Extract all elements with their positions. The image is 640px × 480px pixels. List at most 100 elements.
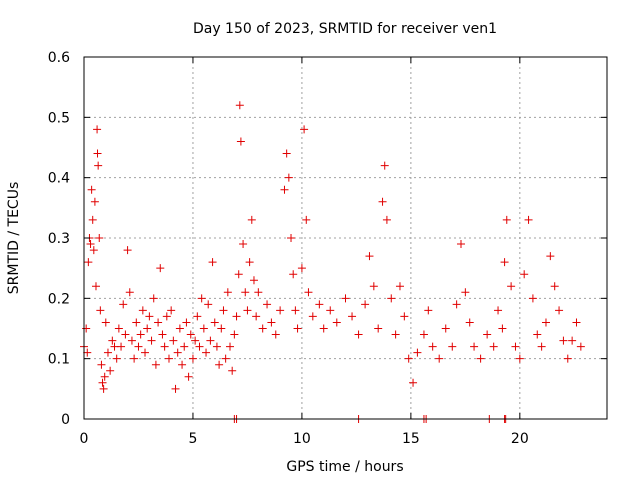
data-point: [221, 354, 230, 363]
data-point: [502, 215, 511, 224]
data-point: [263, 300, 272, 309]
data-point: [114, 324, 123, 333]
data-point: [409, 378, 418, 387]
y-tick-label: 0.3: [48, 231, 70, 247]
data-point: [100, 372, 109, 381]
data-point: [106, 366, 115, 375]
data-point: [180, 342, 189, 351]
data-point: [235, 101, 244, 110]
data-point: [395, 282, 404, 291]
data-point: [365, 252, 374, 261]
y-axis-title: SRMTID / TECUs: [6, 182, 22, 295]
chart-title: Day 150 of 2023, SRMTID for receiver ven…: [193, 21, 497, 37]
data-point: [282, 149, 291, 158]
data-point: [533, 330, 542, 339]
data-point: [456, 240, 465, 249]
data-point: [267, 318, 276, 327]
data-point: [123, 246, 132, 255]
data-point: [293, 324, 302, 333]
data-point: [297, 264, 306, 273]
data-point: [391, 330, 400, 339]
data-point: [563, 354, 572, 363]
data-point: [141, 348, 150, 357]
data-point: [374, 324, 383, 333]
data-point: [489, 342, 498, 351]
data-point: [546, 252, 555, 261]
grid: [84, 57, 607, 419]
data-point: [524, 215, 533, 224]
data-point: [271, 330, 280, 339]
data-point: [528, 294, 537, 303]
data-point: [241, 288, 250, 297]
data-point: [125, 288, 134, 297]
data-point: [380, 161, 389, 170]
data-point: [332, 318, 341, 327]
data-point: [223, 288, 232, 297]
data-point: [132, 318, 141, 327]
data-point: [400, 312, 409, 321]
data-point: [212, 342, 221, 351]
data-point: [160, 342, 169, 351]
data-point: [202, 348, 211, 357]
data-points: [80, 101, 585, 423]
data-point: [284, 173, 293, 182]
data-point: [500, 258, 509, 267]
data-point: [419, 330, 428, 339]
data-point: [121, 330, 130, 339]
data-point: [498, 324, 507, 333]
data-point: [91, 282, 100, 291]
data-point: [219, 306, 228, 315]
y-tick-label: 0.1: [48, 352, 70, 368]
x-tick-label: 0: [80, 431, 89, 447]
data-point: [95, 234, 104, 242]
data-point: [243, 306, 252, 315]
x-tick-label: 10: [293, 431, 311, 447]
data-point: [101, 318, 110, 327]
data-point: [550, 282, 559, 291]
data-point: [382, 215, 391, 224]
data-point: [143, 324, 152, 333]
data-point: [112, 354, 121, 363]
data-point: [369, 282, 378, 291]
data-point: [228, 366, 237, 375]
data-point: [300, 125, 309, 134]
data-point: [164, 354, 173, 363]
data-point: [156, 264, 165, 273]
data-point: [302, 215, 311, 224]
data-point: [186, 330, 195, 339]
data-point: [258, 324, 267, 333]
data-point: [96, 306, 105, 315]
data-point: [178, 360, 187, 369]
data-point: [217, 324, 226, 333]
x-tick-label: 20: [511, 431, 529, 447]
data-point: [86, 240, 95, 249]
data-point: [197, 294, 206, 303]
data-point: [188, 354, 197, 363]
data-point: [154, 318, 163, 327]
data-point: [413, 348, 422, 357]
axis-ticks: [83, 56, 607, 420]
data-point: [136, 330, 145, 339]
data-point: [83, 348, 92, 357]
data-point: [249, 276, 258, 285]
data-point: [167, 306, 176, 315]
data-point: [147, 336, 156, 345]
data-point: [341, 294, 350, 303]
data-point: [171, 384, 180, 393]
data-point: [117, 342, 126, 351]
data-point: [82, 324, 91, 333]
data-point: [555, 306, 564, 315]
data-point: [537, 342, 546, 351]
data-point: [308, 312, 317, 321]
data-point: [424, 306, 433, 315]
data-point: [361, 300, 370, 309]
x-axis-title: GPS time / hours: [286, 459, 403, 475]
data-point: [145, 312, 154, 321]
data-point: [252, 312, 261, 321]
data-point: [232, 312, 241, 321]
data-point: [230, 330, 239, 339]
data-point: [88, 215, 97, 224]
data-point: [93, 149, 102, 158]
data-point: [494, 306, 503, 315]
data-point: [94, 161, 103, 170]
